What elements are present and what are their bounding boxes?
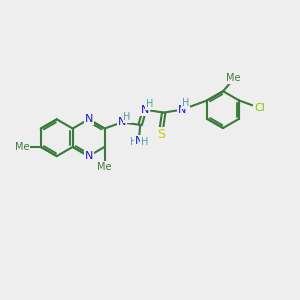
Text: N: N — [84, 114, 93, 124]
Text: H: H — [182, 98, 190, 108]
Text: H: H — [146, 99, 154, 109]
Text: S: S — [157, 128, 165, 141]
Text: N: N — [84, 151, 93, 161]
Text: Cl: Cl — [254, 103, 265, 113]
Text: Me: Me — [226, 73, 240, 83]
Text: N: N — [178, 105, 186, 115]
Text: H: H — [141, 137, 148, 147]
Text: N: N — [140, 105, 149, 115]
Text: Me: Me — [97, 162, 112, 172]
Text: Me: Me — [15, 142, 29, 152]
Text: N: N — [135, 136, 143, 146]
Text: N: N — [118, 117, 126, 128]
Text: H: H — [130, 137, 137, 147]
Text: H: H — [124, 112, 131, 122]
